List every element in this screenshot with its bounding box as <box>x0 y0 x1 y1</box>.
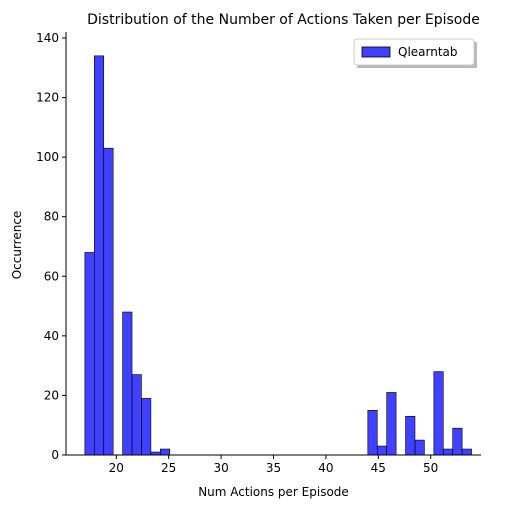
histogram-bar <box>84 252 95 456</box>
legend-swatch <box>361 46 391 58</box>
y-tick-label: 0 <box>51 448 59 462</box>
histogram-bar <box>376 445 387 456</box>
histogram-bar <box>131 374 142 456</box>
histogram-bar <box>442 448 454 456</box>
x-tick-label: 50 <box>423 461 438 475</box>
x-tick-label: 20 <box>109 461 124 475</box>
y-tick-label: 120 <box>36 91 59 105</box>
x-tick-label: 45 <box>371 461 386 475</box>
histogram-bar <box>160 448 171 456</box>
histogram-bar <box>452 427 463 456</box>
histogram-bar <box>414 439 425 456</box>
bars-group <box>84 55 472 456</box>
x-tick-label: 25 <box>161 461 176 475</box>
histogram-bar <box>367 410 378 456</box>
histogram-bar <box>461 448 472 456</box>
legend-box <box>353 38 475 66</box>
x-axis-label: Num Actions per Episode <box>198 485 349 499</box>
histogram-bar <box>433 371 444 456</box>
histogram-bar <box>405 415 416 456</box>
y-tick-label: 20 <box>44 388 59 402</box>
y-tick-label: 140 <box>36 31 59 45</box>
y-tick-label: 80 <box>44 210 59 224</box>
legend-label: Qlearntab <box>398 45 458 59</box>
histogram-bar <box>122 311 133 456</box>
histogram-bar <box>93 55 105 456</box>
axes-group: 20 25 30 35 40 45 50 0 20 40 60 80 100 120 140 <box>36 31 481 475</box>
chart-title: Distribution of the Number of Actions Ta… <box>87 12 480 28</box>
y-tick-label: 60 <box>44 269 59 283</box>
histogram-bar <box>103 147 114 456</box>
y-tick-label: 100 <box>36 150 59 164</box>
y-tick-label: 40 <box>44 329 59 343</box>
histogram-bar <box>386 392 397 456</box>
x-tick-label: 35 <box>266 461 281 475</box>
x-tick-label: 40 <box>318 461 333 475</box>
y-axis-label: Occurrence <box>10 211 24 280</box>
legend: Qlearntab <box>353 38 477 68</box>
x-tick-label: 30 <box>213 461 228 475</box>
histogram-bar <box>141 398 152 456</box>
